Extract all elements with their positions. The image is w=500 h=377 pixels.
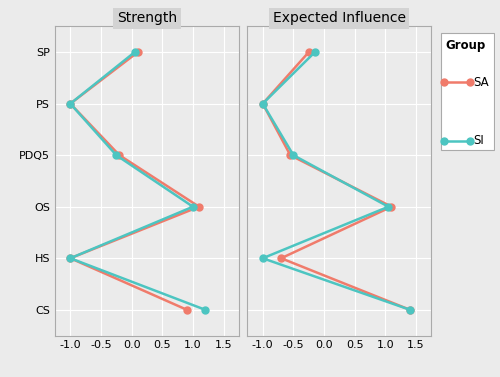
Text: Group: Group <box>446 39 486 52</box>
Title: Expected Influence: Expected Influence <box>273 11 406 25</box>
Text: SI: SI <box>473 134 484 147</box>
FancyBboxPatch shape <box>441 32 494 150</box>
Text: SA: SA <box>473 75 488 89</box>
Title: Strength: Strength <box>117 11 177 25</box>
